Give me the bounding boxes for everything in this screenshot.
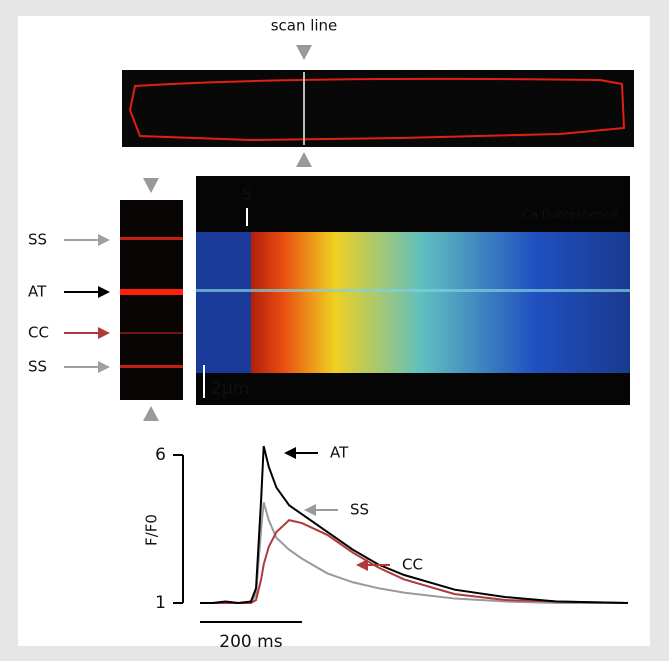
side-label: SS xyxy=(28,358,47,376)
arrow-head xyxy=(98,361,110,373)
x-scale-label: 200 ms xyxy=(219,632,282,652)
band xyxy=(120,332,183,334)
stim-label: S xyxy=(242,186,252,204)
series-label: SS xyxy=(350,501,369,519)
arrow-head xyxy=(98,234,110,246)
marker xyxy=(143,178,159,193)
y-tick-label: 6 xyxy=(155,445,166,465)
arrow-head xyxy=(284,447,296,459)
marker xyxy=(143,406,159,421)
y-axis-label: F/F0 xyxy=(143,514,161,546)
series-label: CC xyxy=(402,556,423,574)
cell-image xyxy=(122,70,634,147)
marker xyxy=(296,45,312,60)
y-tick-label: 1 xyxy=(155,593,166,613)
arrow-head xyxy=(98,286,110,298)
marker xyxy=(296,152,312,167)
baseline-region xyxy=(196,232,251,373)
arrow-head xyxy=(304,504,316,516)
profile-image xyxy=(120,200,183,400)
arrow-head xyxy=(356,559,368,571)
series-label: AT xyxy=(330,444,349,462)
band xyxy=(196,289,630,292)
scan-label: scan line xyxy=(271,17,338,35)
band xyxy=(120,289,183,295)
side-label: SS xyxy=(28,231,47,249)
line xyxy=(200,445,629,605)
side-label: CC xyxy=(28,324,49,342)
calcium-wave xyxy=(251,232,630,373)
scale-label: 2μm xyxy=(211,379,249,399)
band xyxy=(120,365,183,368)
band xyxy=(120,237,183,240)
cell-outline xyxy=(128,77,626,142)
side-label: AT xyxy=(28,283,47,301)
arrow-head xyxy=(98,327,110,339)
image-label: Ca fluorescence xyxy=(522,208,618,222)
